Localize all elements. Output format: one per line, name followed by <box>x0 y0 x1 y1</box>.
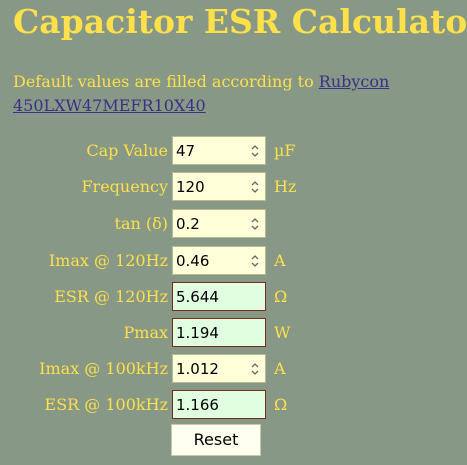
esr-120hz-output[interactable]: 5.644 <box>172 282 266 311</box>
spinner-icon[interactable] <box>249 253 261 269</box>
pmax-label: Pmax <box>123 323 169 342</box>
imax-100khz-label: Imax @ 100kHz <box>39 359 168 378</box>
intro-text: Default values are filled according to R… <box>13 70 453 118</box>
imax-120hz-text: 0.46 <box>176 252 210 270</box>
esr-120hz-row: ESR @ 120Hz 5.644 Ω <box>0 281 467 313</box>
esr-120hz-text: 5.644 <box>176 288 219 306</box>
imax-120hz-unit: A <box>274 251 286 270</box>
cap-value-unit: µF <box>274 141 296 160</box>
spinner-icon[interactable] <box>249 216 261 232</box>
spinner-icon[interactable] <box>249 179 261 195</box>
datasheet-link[interactable]: Rubycon 450LXW47MEFR10X40 <box>13 72 390 115</box>
imax-100khz-text: 1.012 <box>176 360 219 378</box>
esr-100khz-output[interactable]: 1.166 <box>172 390 266 419</box>
tan-delta-text: 0.2 <box>176 215 200 233</box>
spinner-icon[interactable] <box>249 361 261 377</box>
esr-120hz-unit: Ω <box>274 287 288 306</box>
tan-delta-label: tan (δ) <box>114 214 168 233</box>
spinner-icon[interactable] <box>249 143 261 159</box>
frequency-text: 120 <box>176 178 205 196</box>
imax-120hz-row: Imax @ 120Hz 0.46 A <box>0 245 467 277</box>
cap-value-label: Cap Value <box>86 141 168 160</box>
pmax-output[interactable]: 1.194 <box>172 318 266 347</box>
frequency-unit: Hz <box>274 177 297 196</box>
pmax-row: Pmax 1.194 W <box>0 317 467 349</box>
imax-100khz-row: Imax @ 100kHz 1.012 A <box>0 353 467 385</box>
tan-delta-input[interactable]: 0.2 <box>172 209 266 238</box>
imax-100khz-input[interactable]: 1.012 <box>172 354 266 383</box>
esr-100khz-label: ESR @ 100kHz <box>44 395 168 414</box>
esr-100khz-unit: Ω <box>274 395 288 414</box>
pmax-text: 1.194 <box>176 324 219 342</box>
imax-120hz-input[interactable]: 0.46 <box>172 246 266 275</box>
cap-value-input[interactable]: 47 <box>172 136 266 165</box>
intro-label: Default values are filled according to <box>13 72 319 91</box>
cap-value-row: Cap Value 47 µF <box>0 135 467 167</box>
frequency-row: Frequency 120 Hz <box>0 171 467 203</box>
reset-button[interactable]: Reset <box>171 424 261 456</box>
pmax-unit: W <box>274 323 291 342</box>
imax-100khz-unit: A <box>274 359 286 378</box>
cap-value-text: 47 <box>176 142 196 160</box>
frequency-label: Frequency <box>81 177 168 196</box>
imax-120hz-label: Imax @ 120Hz <box>48 251 168 270</box>
page-title: Capacitor ESR Calculator <box>13 2 467 41</box>
tan-delta-row: tan (δ) 0.2 <box>0 208 467 240</box>
frequency-input[interactable]: 120 <box>172 172 266 201</box>
esr-100khz-text: 1.166 <box>176 396 219 414</box>
esr-120hz-label: ESR @ 120Hz <box>54 287 168 306</box>
esr-100khz-row: ESR @ 100kHz 1.166 Ω <box>0 389 467 421</box>
